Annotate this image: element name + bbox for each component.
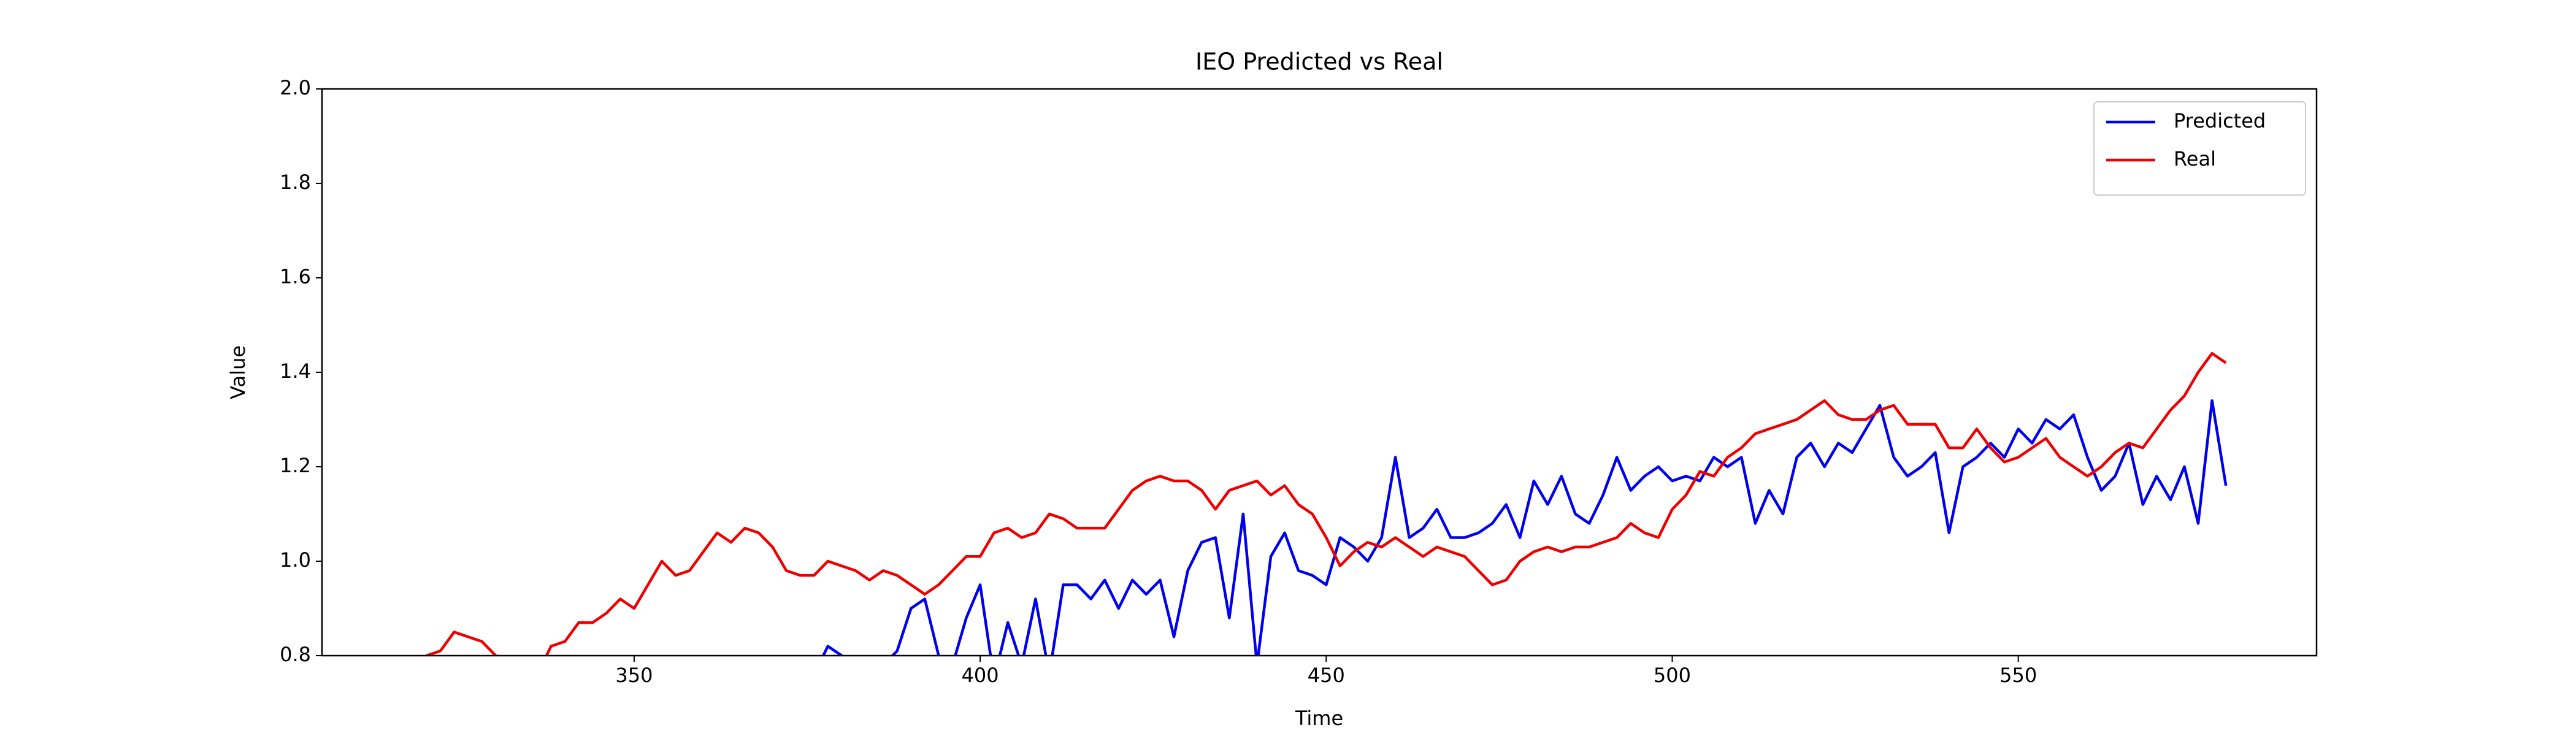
y-tick-label: 1.4 [280, 359, 311, 383]
axes-frame [321, 88, 2318, 657]
x-tick-label: 500 [1654, 664, 1691, 687]
legend-label: Predicted [2174, 109, 2266, 132]
chart-title: IEO Predicted vs Real [1195, 48, 1443, 75]
series-line [821, 399, 2228, 656]
x-tick-label: 350 [615, 664, 653, 687]
y-tick-label: 2.0 [280, 76, 311, 99]
legend-box [2093, 101, 2306, 196]
x-tick-label: 550 [1999, 664, 2037, 687]
x-tick-label: 400 [962, 664, 999, 687]
x-axis-label: Time [1295, 707, 1343, 730]
y-tick-label: 1.0 [280, 548, 311, 572]
x-tick-label: 450 [1308, 664, 1345, 687]
y-axis-label: Value [226, 345, 250, 399]
series-line [424, 351, 2227, 656]
y-tick-label: 0.8 [280, 643, 311, 666]
y-tick-label: 1.8 [280, 171, 311, 194]
y-tick-label: 1.6 [280, 265, 311, 288]
plot-area [424, 351, 2228, 656]
legend-label: Real [2174, 147, 2216, 171]
y-tick-label: 1.2 [280, 454, 311, 477]
